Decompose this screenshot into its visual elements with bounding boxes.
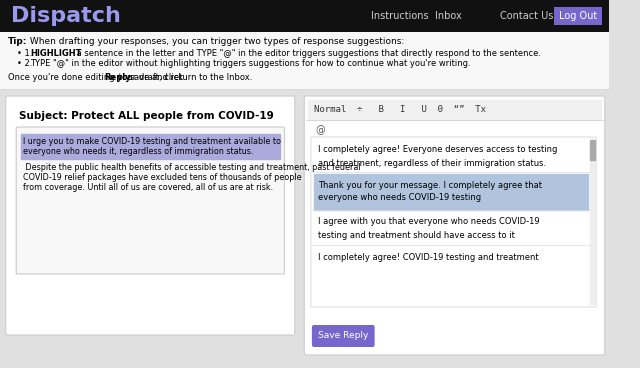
Text: I completely agree! COVID-19 testing and treatment: I completely agree! COVID-19 testing and… [317,252,538,262]
Text: Thank you for your message. I completely agree that: Thank you for your message. I completely… [317,180,541,190]
Text: I completely agree! Everyone deserves access to testing: I completely agree! Everyone deserves ac… [317,145,557,155]
Bar [21,134,280,159]
Text: • 1.: • 1. [17,49,35,57]
Text: I agree with you that everyone who needs COVID-19: I agree with you that everyone who needs… [317,217,540,226]
Text: Dispatch: Dispatch [12,6,122,26]
Bar [308,100,601,120]
Bar [554,7,602,25]
Bar [0,32,609,90]
Text: When drafting your responses, you can trigger two types of response suggestions:: When drafting your responses, you can tr… [27,36,404,46]
FancyBboxPatch shape [304,96,605,355]
Text: TYPE "@" in the editor without highlighting triggers suggestions for how to cont: TYPE "@" in the editor without highlight… [31,60,471,68]
Text: a sentence in the letter and TYPE "@" in the editor triggers suggestions that di: a sentence in the letter and TYPE "@" in… [74,49,541,57]
FancyBboxPatch shape [6,96,295,335]
Text: Log Out: Log Out [559,11,597,21]
Bar [591,140,595,304]
Text: to save and return to the Inbox.: to save and return to the Inbox. [116,72,252,81]
Text: Tip:: Tip: [8,36,27,46]
Text: @: @ [316,125,325,135]
Text: Once you're done editing your draft, click: Once you're done editing your draft, cli… [8,72,186,81]
Text: Save Reply: Save Reply [318,332,369,340]
Text: and treatment, regardless of their immigration status.: and treatment, regardless of their immig… [317,159,546,167]
Bar [0,0,609,32]
Text: Despite the public health benefits of accessible testing and treatment, past fed: Despite the public health benefits of ac… [23,163,360,171]
Bar [0,90,609,368]
Text: COVID-19 relief packages have excluded tens of thousands of people: COVID-19 relief packages have excluded t… [23,173,301,181]
Text: from coverage. Until all of us are covered, all of us are at risk.: from coverage. Until all of us are cover… [23,183,273,191]
Text: Contact Us: Contact Us [500,11,554,21]
Text: everyone who needs COVID-19 testing: everyone who needs COVID-19 testing [317,194,481,202]
FancyBboxPatch shape [312,325,374,347]
Text: Subject: Protect ALL people from COVID-19: Subject: Protect ALL people from COVID-1… [19,111,274,121]
Bar [314,174,588,210]
Text: I urge you to make COVID-19 testing and treatment available to: I urge you to make COVID-19 testing and … [23,137,281,145]
Text: HIGHLIGHT: HIGHLIGHT [31,49,82,57]
Text: everyone who needs it, regardless of immigration status.: everyone who needs it, regardless of imm… [23,146,253,156]
FancyBboxPatch shape [16,127,284,274]
Text: Instructions: Instructions [371,11,428,21]
Text: testing and treatment should have access to it: testing and treatment should have access… [317,230,515,240]
FancyBboxPatch shape [311,137,596,307]
Text: • 2.: • 2. [17,60,35,68]
Bar [591,140,595,160]
Text: Inbox: Inbox [435,11,462,21]
Text: Reply: Reply [104,72,131,81]
Text: Normal  ÷   B   I   U  Θ  “”  Tx: Normal ÷ B I U Θ “” Tx [314,106,486,114]
